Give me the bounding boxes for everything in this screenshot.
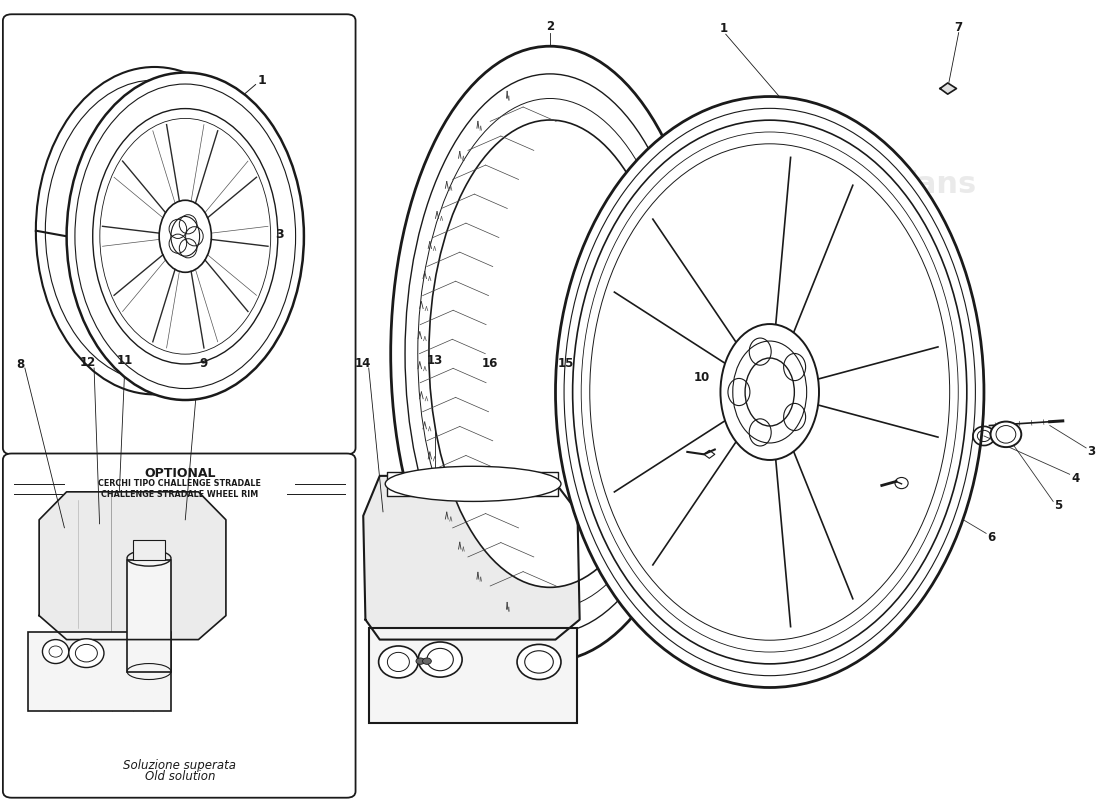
Ellipse shape	[720, 324, 820, 460]
FancyBboxPatch shape	[3, 14, 355, 454]
Text: 11: 11	[117, 354, 133, 367]
Text: 3: 3	[275, 228, 284, 241]
Ellipse shape	[990, 422, 1021, 447]
Text: Old solution: Old solution	[144, 770, 214, 782]
Bar	[368, 628, 578, 723]
Text: 15: 15	[558, 357, 573, 370]
Text: a passion for
parts: a passion for parts	[425, 317, 741, 483]
Text: OPTIONAL: OPTIONAL	[144, 467, 216, 480]
Text: 9: 9	[200, 357, 208, 370]
Text: 4: 4	[1071, 472, 1079, 485]
Ellipse shape	[67, 73, 304, 400]
Ellipse shape	[429, 120, 671, 587]
Ellipse shape	[745, 358, 794, 426]
Text: Soluzione superata: Soluzione superata	[123, 759, 236, 772]
Text: 2: 2	[546, 20, 554, 33]
Ellipse shape	[418, 642, 462, 677]
Ellipse shape	[390, 46, 710, 661]
Ellipse shape	[590, 144, 949, 640]
Ellipse shape	[385, 466, 561, 502]
FancyBboxPatch shape	[3, 454, 355, 798]
Text: autofans: autofans	[826, 170, 977, 199]
Text: CERCHI TIPO CHALLENGE STRADALE: CERCHI TIPO CHALLENGE STRADALE	[98, 479, 261, 488]
Text: 6: 6	[988, 531, 996, 544]
Text: 5: 5	[1055, 499, 1063, 512]
Text: 7: 7	[955, 21, 962, 34]
Ellipse shape	[69, 638, 104, 667]
Text: CHALLENGE STRADALE WHEEL RIM: CHALLENGE STRADALE WHEEL RIM	[101, 490, 258, 498]
Text: 1: 1	[257, 74, 266, 87]
Bar	[29, 631, 170, 711]
Text: 12: 12	[79, 356, 96, 369]
Text: 16: 16	[482, 357, 498, 370]
Bar	[126, 560, 170, 671]
Polygon shape	[940, 83, 957, 94]
Text: 3: 3	[1088, 446, 1096, 458]
Text: 10: 10	[693, 371, 710, 384]
Ellipse shape	[416, 658, 425, 664]
Ellipse shape	[422, 658, 431, 664]
Text: 13: 13	[427, 354, 443, 367]
Ellipse shape	[517, 644, 561, 679]
Polygon shape	[363, 476, 580, 639]
Bar	[132, 540, 165, 560]
Ellipse shape	[43, 639, 69, 663]
Text: 14: 14	[355, 357, 372, 370]
Text: 8: 8	[16, 358, 24, 370]
Ellipse shape	[556, 97, 984, 687]
Polygon shape	[40, 492, 225, 639]
Ellipse shape	[36, 67, 273, 394]
Text: 1: 1	[719, 22, 727, 35]
Bar	[387, 472, 558, 496]
Ellipse shape	[378, 646, 418, 678]
